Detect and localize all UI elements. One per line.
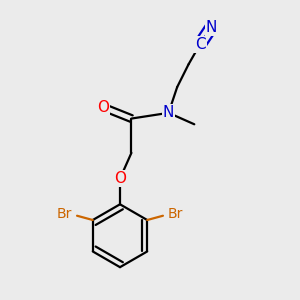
Text: N: N (163, 105, 174, 120)
Text: O: O (114, 171, 126, 186)
Text: N: N (206, 20, 217, 34)
Text: Br: Br (168, 207, 184, 221)
Text: O: O (97, 100, 109, 115)
Text: C: C (195, 37, 205, 52)
Text: Br: Br (56, 207, 72, 221)
